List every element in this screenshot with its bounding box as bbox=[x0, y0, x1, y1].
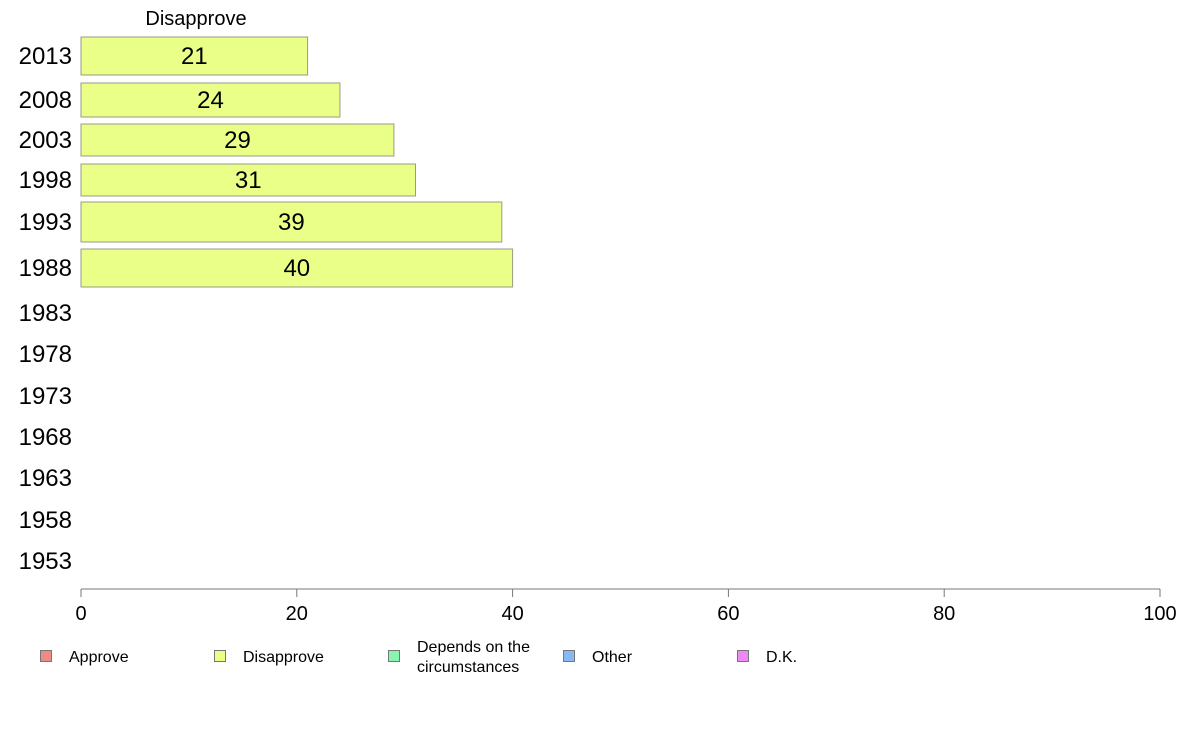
y-tick-label: 2013 bbox=[19, 43, 72, 70]
y-tick-label: 1978 bbox=[19, 341, 72, 368]
bar bbox=[80, 123, 395, 157]
legend-label-other: Other bbox=[592, 649, 633, 666]
y-tick-label: 1973 bbox=[19, 383, 72, 410]
y-tick-label: 1988 bbox=[19, 255, 72, 282]
legend-swatch-dk bbox=[737, 650, 749, 662]
x-axis: 0 20 40 60 80 100 bbox=[75, 588, 1177, 625]
y-tick-label: 1993 bbox=[19, 209, 72, 236]
bar bbox=[80, 36, 309, 76]
x-tick-label: 100 bbox=[1143, 603, 1176, 625]
bar-value-label: 39 bbox=[278, 209, 305, 236]
bar-value-label: 21 bbox=[181, 43, 208, 70]
legend-swatch-depends bbox=[388, 650, 400, 662]
legend-label-approve: Approve bbox=[69, 649, 129, 666]
legend-item-depends: Depends on the circumstances bbox=[388, 639, 557, 678]
legend: Approve Disapprove Depends on the circum… bbox=[0, 639, 1188, 700]
bar bbox=[80, 248, 514, 288]
y-tick-label: 1968 bbox=[19, 424, 72, 451]
x-tick-label: 60 bbox=[717, 603, 739, 625]
bar-value-label: 29 bbox=[224, 127, 251, 154]
bar-value-label: 40 bbox=[283, 255, 310, 282]
bar-value-label: 24 bbox=[197, 87, 224, 114]
bar bbox=[80, 82, 341, 118]
legend-label-dk: D.K. bbox=[766, 649, 798, 666]
legend-swatch-disapprove bbox=[214, 650, 226, 662]
legend-item-approve: Approve bbox=[40, 640, 209, 668]
legend-item-other: Other bbox=[563, 640, 732, 668]
chart: Disapprove 2013 2008 2003 1998 1993 1988 1983 1… bbox=[19, 8, 1177, 625]
bar bbox=[80, 201, 503, 243]
y-axis-labels: 2013 2008 2003 1998 1993 1988 1983 1978 1973 1968… bbox=[19, 43, 72, 575]
y-tick-label: 2003 bbox=[19, 127, 72, 154]
y-tick-label: 1963 bbox=[19, 465, 72, 492]
x-tick-label: 0 bbox=[75, 603, 86, 625]
y-tick-label: 2008 bbox=[19, 87, 72, 114]
y-tick-label: 1953 bbox=[19, 548, 72, 575]
legend-label-disapprove: Disapprove bbox=[243, 649, 324, 666]
x-tick-label: 40 bbox=[501, 603, 523, 625]
x-tick-label: 20 bbox=[286, 603, 308, 625]
legend-swatch-approve bbox=[40, 650, 52, 662]
legend-item-dk: D.K. bbox=[737, 640, 906, 668]
x-tick-label: 80 bbox=[933, 603, 955, 625]
legend-item-disapprove: Disapprove bbox=[214, 640, 383, 668]
y-tick-label: 1998 bbox=[19, 167, 72, 194]
legend-label-depends: Depends on the circumstances bbox=[417, 639, 530, 676]
legend-swatch-other bbox=[563, 650, 575, 662]
y-tick-label: 1958 bbox=[19, 507, 72, 534]
bar bbox=[80, 163, 416, 197]
panel-title: Disapprove bbox=[145, 8, 246, 30]
bar-value-label: 31 bbox=[235, 167, 262, 194]
y-tick-label: 1983 bbox=[19, 300, 72, 327]
